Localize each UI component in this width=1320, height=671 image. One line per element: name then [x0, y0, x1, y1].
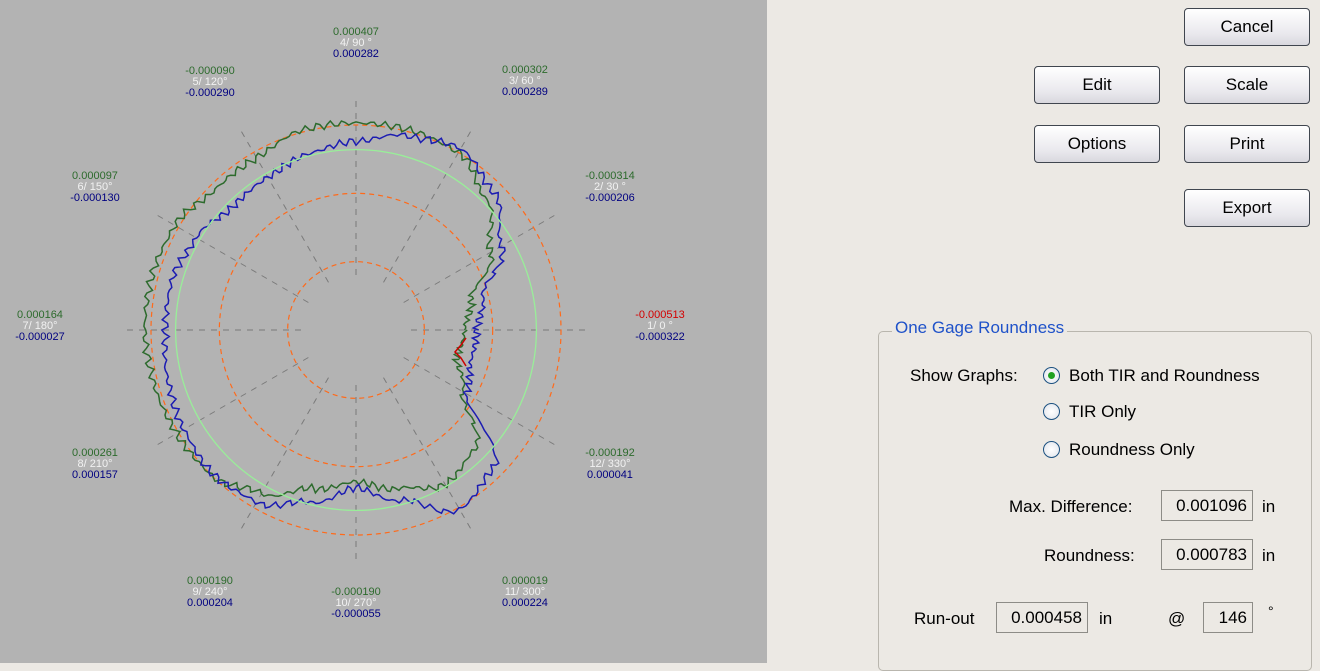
point-label-12-value: -0.000192: [585, 447, 635, 459]
point-label-10-value2: -0.000055: [331, 608, 381, 620]
runout-field: 0.000458: [996, 602, 1088, 633]
point-label-3-value2: 0.000289: [502, 86, 548, 98]
max-difference-field: 0.001096: [1161, 490, 1253, 521]
point-label-7-value2: -0.000027: [15, 331, 65, 343]
point-label-3-index: 3/ 60 °: [509, 75, 541, 87]
radio-roundness-only-label[interactable]: Roundness Only: [1069, 440, 1195, 459]
point-label-6-value2: -0.000130: [70, 192, 120, 204]
point-label-9-value2: 0.000204: [187, 597, 233, 609]
reference-circle: [174, 148, 538, 512]
show-graphs-label: Show Graphs:: [910, 366, 1018, 385]
point-label-2-index: 2/ 30 °: [594, 181, 626, 193]
max-difference-label: Max. Difference:: [1009, 497, 1133, 516]
degree-symbol: °: [1268, 603, 1274, 619]
series-1-trace: [160, 132, 506, 515]
point-label-9-value: 0.000190: [187, 575, 233, 587]
runout-label: Run-out: [914, 609, 975, 628]
point-label-1-value: -0.000513: [635, 309, 685, 321]
point-label-2-value2: -0.000206: [585, 192, 635, 204]
point-label-7-value: 0.000164: [17, 309, 63, 321]
spoke-60: [383, 130, 472, 283]
print-button[interactable]: Print: [1184, 125, 1310, 163]
point-label-4-value: 0.000407: [333, 26, 379, 38]
radio-both-label[interactable]: Both TIR and Roundness: [1069, 366, 1260, 385]
scale-ring-2: [218, 192, 494, 468]
point-label-8-value2: 0.000157: [72, 469, 118, 481]
angle-field: 146: [1203, 602, 1253, 633]
roundness-label: Roundness:: [1044, 546, 1135, 565]
series-0-trace: [141, 119, 495, 498]
point-label-1-index: 1/ 0 °: [647, 320, 673, 332]
point-label-5-value2: -0.000290: [185, 87, 235, 99]
scale-ring-3: [150, 124, 562, 536]
edit-button[interactable]: Edit: [1034, 66, 1160, 104]
highlight-segment: [453, 337, 467, 367]
point-label-11-value2: 0.000224: [502, 597, 548, 609]
polar-plot-area: -0.000513 1/ 0 ° -0.000322 -0.000314 2/ 30 °…: [0, 0, 767, 663]
spoke-240: [240, 377, 329, 530]
point-label-2-value: -0.000314: [585, 170, 635, 182]
spoke-300: [383, 377, 472, 530]
point-label-8-index: 8/ 210°: [78, 458, 113, 470]
at-symbol: @: [1168, 609, 1186, 628]
point-label-4-value2: 0.000282: [333, 48, 379, 60]
point-label-12-index: 12/ 330°: [589, 458, 630, 470]
point-label-9-index: 9/ 240°: [193, 586, 228, 598]
roundness-unit: in: [1262, 546, 1276, 565]
cancel-button[interactable]: Cancel: [1184, 8, 1310, 46]
radio-selected-dot: [1048, 372, 1055, 379]
point-label-5-value: -0.000090: [185, 65, 235, 77]
spoke-120: [240, 130, 329, 283]
export-button[interactable]: Export: [1184, 189, 1310, 227]
point-label-6-value: 0.000097: [72, 170, 118, 182]
point-label-5-index: 5/ 120°: [193, 76, 228, 88]
point-label-11-index: 11/ 300°: [505, 586, 545, 598]
radio-tir-only-label[interactable]: TIR Only: [1069, 402, 1137, 421]
runout-unit: in: [1099, 609, 1113, 628]
point-label-11-value: 0.000019: [502, 575, 548, 587]
point-label-3-value: 0.000302: [502, 64, 548, 76]
point-label-8-value: 0.000261: [72, 447, 118, 459]
point-label-4-index: 4/ 90 °: [340, 37, 372, 49]
point-label-12-value2: 0.000041: [587, 469, 633, 481]
scale-ring-1: [287, 261, 425, 399]
radio-roundness-only[interactable]: [1043, 441, 1060, 458]
group-title: One Gage Roundness: [892, 318, 1068, 338]
max-difference-unit: in: [1262, 497, 1276, 516]
point-label-1-value2: -0.000322: [635, 331, 685, 343]
spoke-150: [156, 214, 309, 303]
point-label-10-index: 10/ 270°: [335, 597, 376, 609]
radio-tir-only[interactable]: [1043, 403, 1060, 420]
roundness-field: 0.000783: [1161, 539, 1253, 570]
options-button[interactable]: Options: [1034, 125, 1160, 163]
spoke-30: [403, 214, 556, 303]
point-label-10-value: -0.000190: [331, 586, 381, 598]
scale-button[interactable]: Scale: [1184, 66, 1310, 104]
radio-both[interactable]: [1043, 367, 1060, 384]
spoke-330: [403, 357, 556, 446]
point-label-6-index: 6/ 150°: [78, 181, 113, 193]
point-label-7-index: 7/ 180°: [23, 320, 58, 332]
